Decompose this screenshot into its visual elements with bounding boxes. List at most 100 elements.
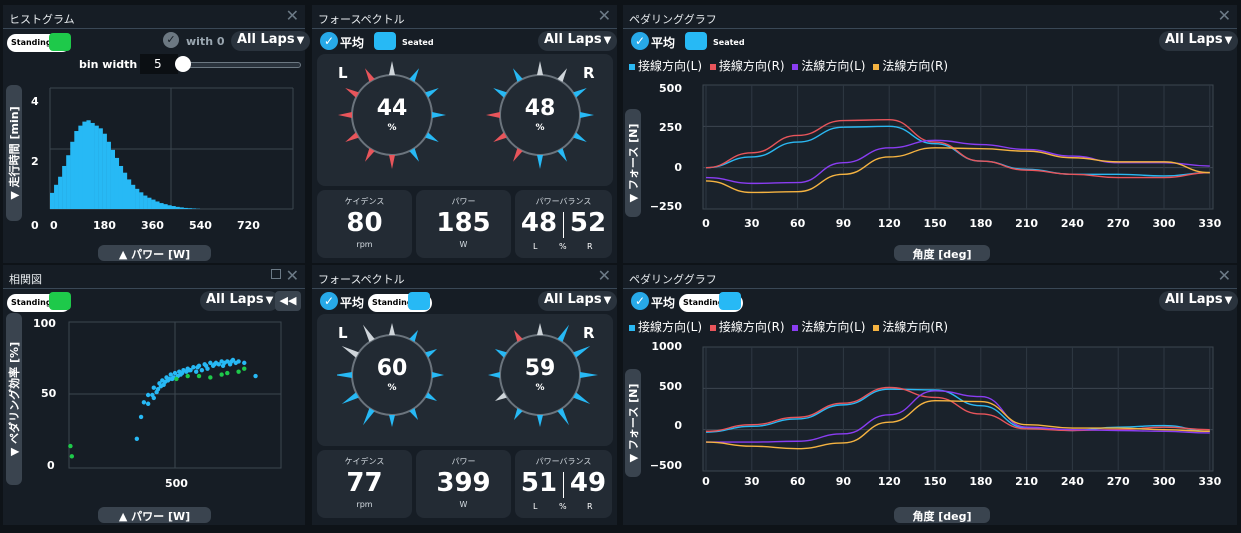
close-icon[interactable]: ✕	[597, 266, 611, 285]
seated-rider-icon	[408, 292, 430, 310]
power-card: パワー 399 W	[416, 450, 511, 518]
laps-select[interactable]: All Laps ▼	[538, 31, 618, 51]
histogram-bar	[86, 120, 91, 209]
close-icon[interactable]: ✕	[1217, 6, 1231, 25]
scatter-point	[141, 400, 147, 405]
bin-width-label: bin width :	[79, 58, 146, 71]
with0-checkbox[interactable]: ✓	[163, 32, 179, 48]
bin-width-input[interactable]: 5	[140, 54, 178, 74]
force-spoke	[341, 346, 359, 358]
scatter-point	[69, 454, 75, 459]
series-line-0	[705, 388, 1210, 433]
force-spoke	[580, 372, 598, 378]
histogram-bar	[114, 157, 120, 209]
histogram-bar	[191, 208, 196, 209]
scatter-point	[208, 375, 213, 380]
histogram-bar	[50, 192, 55, 209]
pedaling-x-axis-label: 角度 [deg]	[894, 507, 990, 523]
laps-select[interactable]: All Laps ▼	[1159, 31, 1239, 51]
balance-left-value: 51	[520, 468, 558, 498]
bin-width-slider-handle[interactable]	[175, 56, 191, 72]
histogram-bar	[90, 122, 95, 209]
balance-right-value: 52	[569, 208, 607, 238]
corr-x-tick-500: 500	[165, 477, 188, 490]
histogram-x-axis-label: ▲ パワー [W]	[98, 245, 211, 261]
scatter-point	[155, 386, 161, 392]
histogram-bar	[78, 125, 83, 209]
scatter-point	[242, 360, 247, 366]
histogram-bar	[131, 184, 136, 209]
histogram-bar	[110, 149, 115, 209]
scatter-point	[151, 385, 156, 390]
scatter-point	[169, 376, 175, 382]
average-checkbox[interactable]: ✓	[631, 32, 649, 50]
scatter-point	[178, 372, 183, 377]
average-label: 平均	[340, 296, 365, 310]
ped-top-y-tick-neg250: −250	[650, 200, 683, 213]
average-checkbox[interactable]: ✓	[320, 292, 338, 310]
laps-select[interactable]: All Laps ▼	[1159, 291, 1239, 311]
scatter-point	[161, 382, 166, 387]
legend-tangential-r: 接線方向(R)	[709, 59, 785, 73]
force-spoke	[514, 408, 523, 421]
histogram-bar	[151, 199, 156, 209]
force-spoke	[573, 132, 587, 142]
back-arrows-button[interactable]: ◀◀	[275, 291, 301, 311]
histogram-panel: ヒストグラム ✕ Standing ✓ with 0 All Laps ▼ bin…	[3, 5, 311, 263]
x-tick-210: 210	[1015, 217, 1038, 230]
average-checkbox[interactable]: ✓	[320, 32, 338, 50]
corr-y-tick-50: 50	[41, 387, 57, 400]
scatter-point	[220, 363, 226, 368]
left-force-value: 60	[376, 356, 408, 381]
right-side-label: R	[583, 64, 595, 82]
ped-bot-y-tick-neg500: −500	[650, 459, 683, 472]
average-checkbox[interactable]: ✓	[631, 292, 649, 310]
scatter-point	[212, 362, 217, 367]
left-side-label: L	[338, 64, 348, 82]
correlation-chart: 100 50 0 500	[33, 317, 282, 490]
balance-divider	[563, 472, 564, 498]
legend-normal-l: 法線方向(L)	[792, 59, 865, 73]
laps-select[interactable]: All Laps ▼	[538, 291, 618, 311]
close-icon[interactable]: ✕	[285, 266, 299, 285]
x-tick-0: 0	[702, 475, 710, 488]
maximize-icon[interactable]	[271, 269, 281, 279]
left-force-unit: %	[387, 383, 397, 393]
power-value: 185	[436, 208, 491, 238]
histogram-bar	[58, 176, 63, 209]
legend-tangential-r: 接線方向(R)	[709, 320, 785, 334]
legend-tangential-l: 接線方向(L)	[629, 59, 702, 73]
histogram-y-axis-label: ▼ 走行時間 [min]	[6, 85, 22, 221]
close-icon[interactable]: ✕	[597, 6, 611, 25]
scatter-point	[145, 392, 151, 398]
force-spoke	[557, 408, 569, 426]
power-value: 399	[436, 468, 491, 498]
right-force-gauge	[486, 61, 594, 169]
close-icon[interactable]: ✕	[1217, 266, 1231, 285]
scatter-point	[174, 376, 179, 382]
laps-select[interactable]: All Laps ▼	[231, 31, 311, 51]
scatter-point	[203, 363, 209, 368]
x-tick-180: 180	[969, 217, 992, 230]
ped-bot-y-tick-500: 500	[659, 380, 682, 393]
seated-rider-icon	[685, 32, 707, 50]
seated-badge: Seated	[713, 38, 745, 47]
pedaling-graph-panel-bottom: ペダリンググラフ ✕ ✓ 平均 Standing All Laps ▼ 接線方向(…	[623, 265, 1239, 525]
x-tick-330: 330	[1198, 475, 1221, 488]
cadence-card: ケイデンス 77 rpm	[317, 450, 412, 518]
hist-y-tick-2: 2	[31, 155, 39, 168]
laps-select[interactable]: All Laps ▼	[200, 291, 280, 311]
bin-width-slider-track[interactable]	[183, 62, 301, 68]
x-tick-90: 90	[836, 475, 852, 488]
force-spoke	[389, 155, 395, 169]
left-side-label: L	[338, 324, 348, 342]
x-tick-240: 240	[1061, 217, 1084, 230]
close-icon[interactable]: ✕	[285, 6, 299, 25]
scatter-point	[68, 443, 73, 449]
force-spoke	[432, 372, 444, 378]
histogram-bar	[135, 188, 140, 209]
histogram-bar	[118, 165, 124, 209]
power-card: パワー 185 W	[416, 190, 511, 258]
force-spoke	[494, 392, 507, 401]
x-tick-330: 330	[1198, 217, 1221, 230]
